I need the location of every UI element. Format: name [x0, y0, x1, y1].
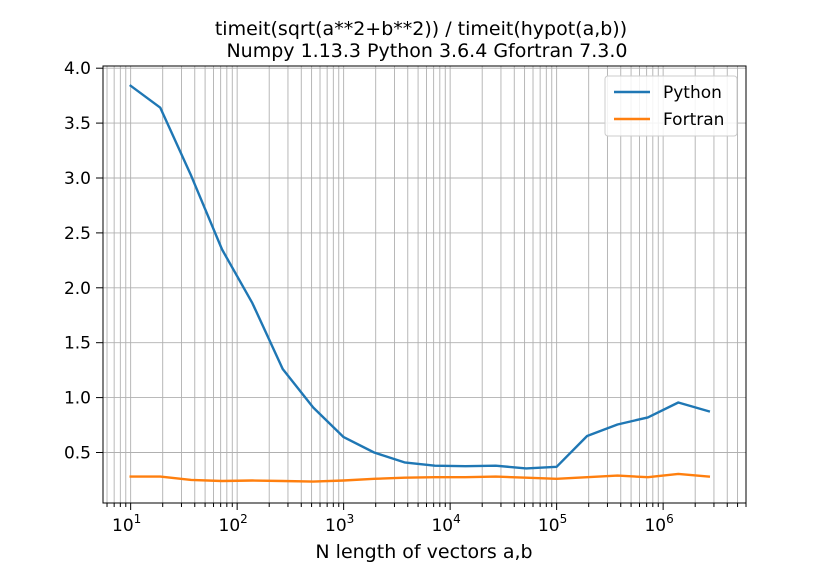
x-tick-label: 104 [431, 512, 460, 536]
series-line-fortran [129, 472, 711, 483]
x-tick-label: 106 [644, 512, 673, 536]
x-axis-ticks: 101 102 103 104 105 106 [106, 503, 747, 536]
x-tick-label: 105 [538, 512, 567, 536]
y-tick-label: 1.0 [64, 389, 91, 409]
y-tick-label: 1.5 [64, 334, 91, 354]
x-tick-label: 103 [325, 512, 354, 536]
x-tick-label: 102 [219, 512, 248, 536]
series-lines [129, 84, 711, 483]
legend-label-python: Python [663, 83, 722, 103]
chart-title: timeit(sqrt(a**2+b**2)) / timeit(hypot(a… [215, 18, 627, 40]
y-tick-label: 0.5 [64, 443, 91, 463]
y-tick-label: 3.5 [64, 114, 91, 134]
y-tick-label: 3.0 [64, 169, 91, 189]
x-tick-label: 101 [112, 512, 141, 536]
x-axis-label: N length of vectors a,b [315, 541, 532, 563]
chart-subtitle: Numpy 1.13.3 Python 3.6.4 Gfortran 7.3.0 [226, 40, 627, 62]
y-tick-label: 4.0 [64, 59, 91, 79]
plot-area-frame [102, 65, 747, 504]
legend-label-fortran: Fortran [663, 110, 724, 130]
y-axis-ticks: 0.5 1.0 1.5 2.0 2.5 3.0 3.5 4.0 [64, 59, 103, 463]
legend: Python Fortran [604, 75, 738, 137]
series-line-python [129, 84, 711, 470]
grid [103, 66, 747, 503]
y-tick-label: 2.0 [64, 279, 91, 299]
y-tick-label: 2.5 [64, 224, 91, 244]
